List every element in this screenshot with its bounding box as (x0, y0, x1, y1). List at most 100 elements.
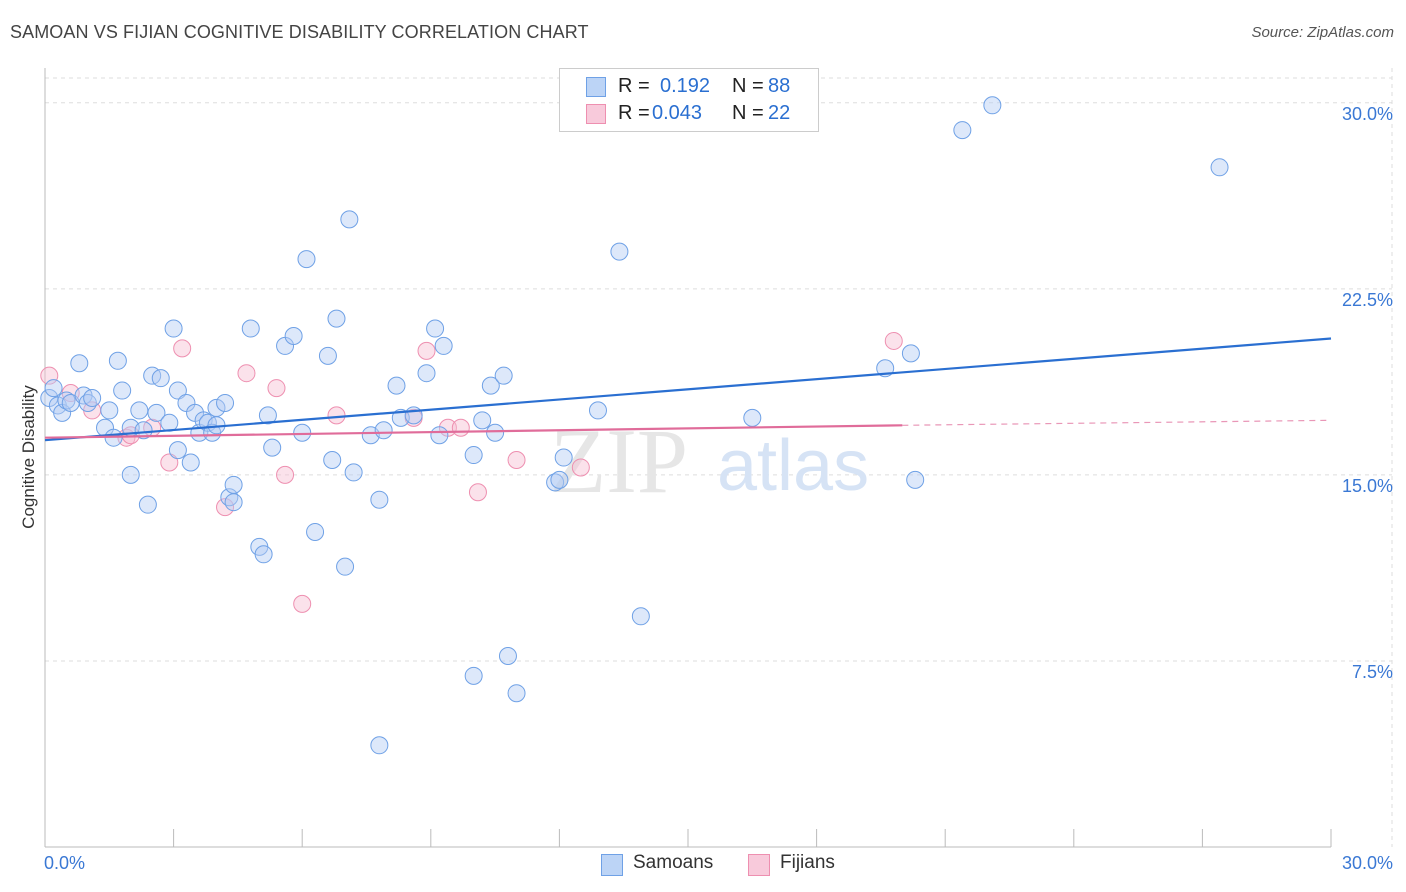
samoan-point (374, 421, 393, 440)
fijian-point (267, 379, 286, 398)
samoan-point (370, 490, 389, 509)
samoan-point (387, 376, 406, 395)
tick-labels: 7.5% 15.0% 22.5% 30.0% 0.0% 30.0% (44, 104, 1393, 873)
samoan-point (610, 242, 629, 261)
legend-swatch-samoans (586, 77, 606, 97)
samoan-point (121, 465, 140, 484)
samoan-point (263, 438, 282, 457)
samoans-trend-line (44, 337, 1332, 442)
source-label: Source: ZipAtlas.com (1251, 24, 1394, 41)
grid-lines (45, 68, 1393, 847)
bottom-label-samoans: Samoans (633, 852, 714, 873)
fijian-point (173, 339, 192, 358)
fijian-point (276, 465, 295, 484)
y-axis-label: Cognitive Disability (19, 385, 38, 529)
samoan-point (327, 309, 346, 328)
samoan-point (83, 389, 102, 408)
samoan-point (486, 423, 505, 442)
y-tick-label: 7.5% (1352, 662, 1393, 682)
samoan-point (108, 351, 127, 370)
y-tick-label: 15.0% (1342, 476, 1393, 496)
legend-row-fijians: R = 0.043 N = 22 (560, 102, 818, 126)
fijian-point (327, 406, 346, 425)
fijian-point (237, 364, 256, 383)
samoan-point (550, 470, 569, 489)
samoan-point (426, 319, 445, 338)
samoan-point (297, 250, 316, 269)
samoan-point (430, 426, 449, 445)
legend-n-label: N = (732, 75, 764, 97)
samoan-point (168, 381, 187, 400)
samoan-point (113, 381, 132, 400)
samoan-point (254, 545, 273, 564)
fijian-point (451, 418, 470, 437)
samoan-point (224, 493, 243, 512)
x-tick-label: 30.0% (1342, 853, 1393, 873)
samoan-point (481, 376, 500, 395)
samoan-point (216, 393, 235, 412)
y-tick-label: 22.5% (1342, 290, 1393, 310)
samoan-point (464, 666, 483, 685)
samoan-point (743, 408, 762, 427)
samoan-point (344, 463, 363, 482)
legend-n-value: 88 (768, 75, 791, 97)
samoan-point (258, 406, 277, 425)
samoan-point (164, 319, 183, 338)
samoans-series (40, 96, 1229, 755)
legend-r-value: 0.192 (660, 75, 711, 97)
samoan-point (318, 346, 337, 365)
samoan-point (306, 522, 325, 541)
samoan-point (1210, 158, 1229, 177)
samoan-point (130, 401, 149, 420)
samoan-point (340, 210, 359, 229)
samoan-point (293, 423, 312, 442)
samoan-point (241, 319, 260, 338)
fijians-trend-line (44, 424, 903, 439)
samoan-point (224, 475, 243, 494)
samoan-point (906, 470, 925, 489)
samoan-point (336, 557, 355, 576)
samoan-point (953, 121, 972, 140)
bottom-label-fijians: Fijians (780, 852, 835, 873)
samoan-point (100, 401, 119, 420)
samoan-point (494, 366, 513, 385)
axes (44, 68, 1332, 848)
fijian-point (293, 594, 312, 613)
samoan-point (138, 495, 157, 514)
legend-box: R = 0.192 N = 88 R = 0.043 N = 22 (559, 68, 819, 132)
samoan-point (498, 646, 517, 665)
chart-title: SAMOAN VS FIJIAN COGNITIVE DISABILITY CO… (10, 22, 589, 42)
fijian-point (468, 483, 487, 502)
fijian-point (160, 453, 179, 472)
y-tick-label: 30.0% (1342, 104, 1393, 124)
samoan-point (631, 607, 650, 626)
samoan-point (151, 369, 170, 388)
samoan-point (417, 364, 436, 383)
samoan-point (507, 684, 526, 703)
x-tick-label: 0.0% (44, 853, 85, 873)
fijian-point (884, 331, 903, 350)
fijians-trend-extension (902, 419, 1332, 426)
fijian-point (417, 341, 436, 360)
samoan-point (284, 326, 303, 345)
samoan-point (370, 736, 389, 755)
samoan-point (554, 448, 573, 467)
trend-lines (44, 337, 1332, 442)
legend-r-value: 0.043 (652, 102, 703, 124)
bottom-swatch-fijians (748, 854, 770, 876)
legend-r-label: R = (618, 75, 650, 97)
legend-swatch-fijians (586, 104, 606, 124)
samoan-point (983, 96, 1002, 115)
samoan-point (134, 421, 153, 440)
fijian-point (216, 498, 235, 517)
samoan-point (160, 413, 179, 432)
watermark-atlas: atlas (717, 426, 869, 506)
samoan-point (473, 411, 492, 430)
samoan-point (588, 401, 607, 420)
fijian-point (507, 451, 526, 470)
legend-row-samoans: R = 0.192 N = 88 (560, 75, 818, 99)
samoan-point (147, 403, 166, 422)
samoan-point (168, 441, 187, 460)
fijians-series (40, 331, 903, 613)
